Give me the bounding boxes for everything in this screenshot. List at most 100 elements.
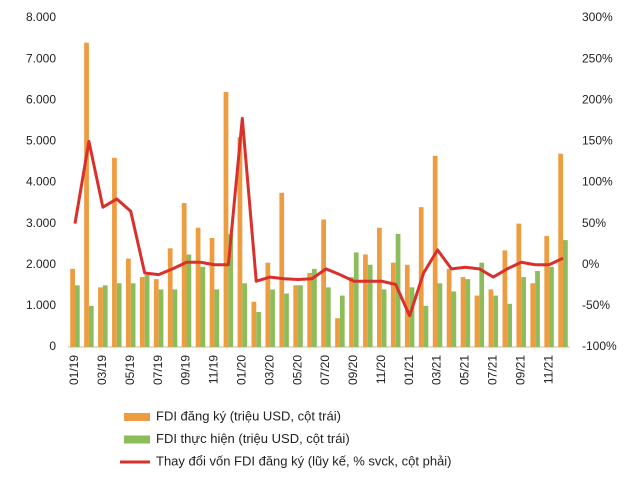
bar — [144, 275, 150, 347]
bar — [521, 277, 526, 347]
x-tick-label: 03/20 — [262, 355, 276, 385]
x-tick-label: 11/19 — [207, 355, 221, 384]
bar — [284, 293, 289, 347]
bar — [200, 266, 206, 347]
bar — [88, 305, 94, 347]
legend-swatch — [124, 413, 150, 421]
y-tick-label: 8.000 — [26, 10, 56, 24]
y-tick-label: 4.000 — [26, 175, 56, 189]
x-tick-label: 01/20 — [234, 355, 248, 385]
bar — [446, 268, 452, 347]
bar — [186, 254, 192, 347]
legend-label: Thay đổi vốn FDI đăng ký (lũy kế, % svck… — [156, 453, 452, 468]
x-tick-label: 05/20 — [290, 355, 304, 385]
bar — [307, 272, 313, 347]
y2-tick-label: 50% — [582, 216, 606, 230]
bar — [223, 92, 229, 348]
y-tick-label: 3.000 — [26, 216, 56, 230]
bar — [209, 238, 215, 347]
y2-tick-label: -100% — [582, 339, 617, 353]
bar — [465, 279, 471, 347]
bar — [423, 305, 429, 347]
bar — [214, 289, 220, 347]
bar — [325, 287, 331, 347]
bar — [563, 240, 568, 347]
bar — [181, 203, 187, 347]
y-tick-label: 7.000 — [26, 51, 56, 65]
bar — [502, 250, 508, 347]
bar — [102, 285, 108, 347]
x-tick-label: 03/19 — [95, 355, 109, 385]
bar — [409, 287, 415, 347]
y-tick-label: 6.000 — [26, 92, 56, 106]
bar — [293, 285, 299, 347]
x-tick-label: 07/21 — [485, 355, 499, 385]
bar — [530, 283, 536, 347]
bar — [279, 192, 285, 347]
bar — [228, 233, 234, 347]
y2-tick-label: 200% — [582, 92, 613, 106]
bar — [70, 268, 75, 347]
legend-label: FDI thực hiện (triệu USD, cột trái) — [156, 431, 350, 446]
legend-label: FDI đăng ký (triệu USD, cột trái) — [156, 408, 341, 423]
y2-tick-label: 300% — [582, 10, 613, 24]
x-tick-label: 07/19 — [151, 355, 165, 385]
bar — [312, 268, 317, 347]
legend-swatch — [124, 435, 150, 444]
bar — [251, 301, 257, 347]
bar — [139, 277, 145, 347]
bar — [353, 252, 359, 347]
bar — [390, 262, 396, 347]
x-tick-label: 11/20 — [374, 355, 388, 384]
bar — [298, 285, 303, 347]
bar — [74, 285, 80, 347]
bar — [116, 283, 122, 347]
bar — [544, 235, 550, 347]
x-tick-label: 09/20 — [346, 355, 360, 385]
y2-tick-label: 0% — [582, 257, 600, 271]
y2-tick-label: 250% — [582, 51, 613, 65]
y-tick-label: 1.000 — [26, 298, 56, 312]
bar — [488, 289, 494, 347]
bar — [335, 318, 340, 347]
bar — [270, 289, 275, 347]
x-tick-label: 07/20 — [318, 355, 332, 385]
bar — [479, 262, 485, 347]
bar — [377, 227, 382, 347]
bar — [339, 295, 345, 347]
bar — [507, 303, 512, 347]
bar — [404, 264, 410, 347]
x-tick-label: 09/19 — [179, 355, 193, 385]
bar — [237, 137, 243, 347]
y-tick-label: 5.000 — [26, 134, 56, 148]
bar — [172, 289, 178, 347]
legend: FDI đăng ký (triệu USD, cột trái) FDI thự… — [120, 408, 452, 468]
bar — [549, 266, 554, 347]
x-tick-label: 05/19 — [123, 355, 137, 385]
bar — [130, 283, 136, 347]
bar — [451, 291, 457, 347]
bar — [126, 258, 131, 347]
line — [73, 116, 564, 318]
bar — [535, 270, 540, 347]
bar — [474, 295, 480, 347]
bar — [242, 283, 248, 347]
bar — [558, 153, 564, 347]
bar — [460, 277, 466, 347]
bar — [153, 279, 159, 347]
x-tick-label: 05/21 — [458, 355, 472, 385]
bar — [349, 277, 354, 347]
x-tick-label: 11/21 — [541, 355, 555, 384]
y2-tick-label: 100% — [582, 175, 613, 189]
bar — [112, 157, 117, 347]
x-tick-label: 01/19 — [67, 355, 81, 385]
y-tick-label: 0 — [49, 339, 56, 353]
bar — [367, 264, 373, 347]
bar — [84, 42, 89, 348]
bar — [167, 248, 173, 347]
bar — [195, 227, 201, 347]
x-tick-label: 01/21 — [402, 355, 416, 385]
x-tick-label: 03/21 — [430, 355, 444, 385]
bar — [98, 287, 103, 347]
